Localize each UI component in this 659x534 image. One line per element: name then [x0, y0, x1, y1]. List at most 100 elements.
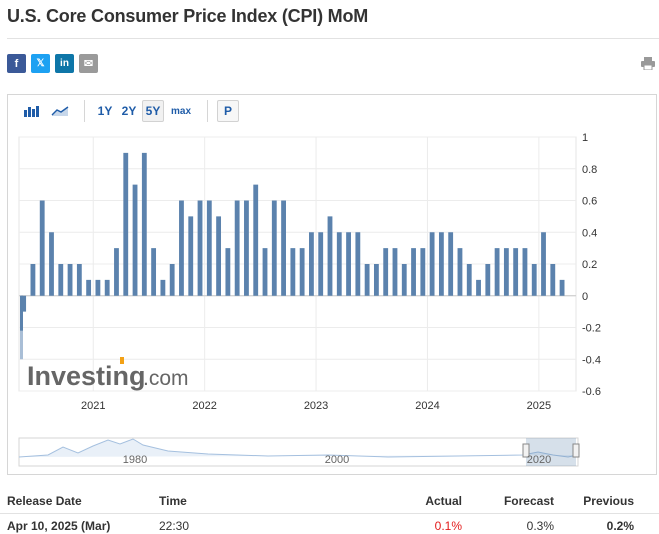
- chart-bar[interactable]: [225, 248, 231, 296]
- chart-bar[interactable]: [67, 264, 73, 296]
- chart-bar[interactable]: [327, 216, 333, 296]
- chart-bar[interactable]: [411, 248, 416, 296]
- navigator-handle-right[interactable]: [572, 443, 580, 458]
- linkedin-icon[interactable]: in: [55, 54, 74, 73]
- chart-bar[interactable]: [336, 232, 342, 296]
- chart-bar[interactable]: [494, 248, 500, 296]
- range-navigator[interactable]: 1980 2000 2020: [18, 437, 580, 467]
- chart-bar[interactable]: [179, 200, 184, 296]
- facebook-icon[interactable]: f: [7, 54, 26, 73]
- chart-bar[interactable]: [253, 184, 259, 296]
- chart-bar[interactable]: [318, 232, 324, 296]
- area-chart-icon[interactable]: [47, 100, 73, 122]
- table-divider: [0, 513, 659, 514]
- bar-chart-icon[interactable]: [19, 100, 45, 122]
- y-tick-label: 1: [582, 132, 588, 144]
- watermark-text: Investing: [27, 361, 146, 391]
- chart-bar[interactable]: [197, 200, 203, 296]
- chart-bar[interactable]: [438, 232, 444, 296]
- chart-bar[interactable]: [290, 248, 296, 296]
- chart-bar[interactable]: [216, 216, 222, 296]
- x-tick-label: 2023: [304, 400, 328, 412]
- chart-bar[interactable]: [86, 279, 92, 296]
- chart-bar[interactable]: [559, 279, 565, 296]
- chart-bar[interactable]: [541, 232, 546, 296]
- chart-bar[interactable]: [132, 184, 138, 296]
- chart-bar[interactable]: [244, 200, 249, 296]
- cpi-bar-chart: 1 0.8 0.6 0.4 0.2 0 -0.2 -0.4 -0.6 2021 2022 2023 2…: [18, 132, 601, 467]
- chart-bar[interactable]: [383, 248, 389, 296]
- mail-icon[interactable]: ✉: [79, 54, 98, 73]
- row-release-date: Apr 10, 2025 (Mar): [7, 519, 111, 533]
- chart-bar[interactable]: [466, 264, 472, 296]
- chart-bar[interactable]: [21, 295, 27, 312]
- row-time: 22:30: [159, 519, 190, 533]
- chart-bar[interactable]: [392, 248, 398, 296]
- chart-bar[interactable]: [550, 264, 556, 296]
- p-button[interactable]: P: [217, 100, 240, 122]
- y-tick-label: 0.6: [582, 196, 597, 208]
- row-actual: 0.1%: [434, 519, 462, 533]
- chart-bar[interactable]: [30, 264, 36, 296]
- release-table-header: Release Date Time Actual Forecast Previo…: [7, 494, 654, 510]
- navigator-label-1980: 1980: [123, 454, 147, 466]
- chart-bar[interactable]: [420, 248, 426, 296]
- chart-bar[interactable]: [429, 232, 435, 296]
- chart-bar[interactable]: [206, 200, 212, 296]
- y-tick-label: 0.8: [582, 164, 597, 176]
- chart-bar[interactable]: [513, 248, 519, 296]
- chart-bar[interactable]: [373, 264, 379, 296]
- chart-bar[interactable]: [522, 248, 528, 296]
- navigator-series: [18, 438, 579, 458]
- twitter-icon[interactable]: 𝕏: [31, 54, 50, 73]
- row-previous: 0.2%: [606, 519, 634, 533]
- chart-bar[interactable]: [485, 264, 491, 296]
- chart-bar[interactable]: [346, 232, 351, 296]
- header-previous: Previous: [583, 494, 634, 508]
- navigator-handle-left[interactable]: [522, 443, 530, 458]
- chart-bar[interactable]: [355, 232, 361, 296]
- print-icon[interactable]: [641, 56, 655, 70]
- chart-bar[interactable]: [169, 264, 175, 296]
- chart-bar[interactable]: [309, 232, 314, 296]
- chart-bar[interactable]: [448, 232, 454, 296]
- chart-bar[interactable]: [503, 248, 509, 296]
- range-max-button[interactable]: max: [171, 105, 192, 117]
- chart-bar[interactable]: [123, 152, 129, 296]
- range-1y-button[interactable]: 1Y: [97, 104, 113, 118]
- chart-bar[interactable]: [141, 152, 147, 296]
- chart-bar[interactable]: [401, 264, 407, 296]
- chart-bar[interactable]: [188, 216, 194, 296]
- chart-bar[interactable]: [58, 264, 64, 296]
- chart-bar[interactable]: [299, 248, 305, 296]
- x-tick-label: 2024: [415, 400, 439, 412]
- range-5y-button[interactable]: 5Y: [142, 100, 164, 122]
- chart-bar[interactable]: [457, 248, 463, 296]
- x-tick-label: 2022: [192, 400, 216, 412]
- chart-toolbar: 1Y 2Y 5Y max P: [19, 100, 241, 122]
- chart-bar[interactable]: [476, 279, 481, 296]
- y-tick-label: -0.2: [582, 323, 601, 335]
- chart-bar[interactable]: [49, 232, 54, 296]
- investing-watermark: Investing .com: [27, 357, 189, 391]
- chart-bar[interactable]: [262, 248, 268, 296]
- x-tick-label: 2025: [527, 400, 551, 412]
- chart-bar[interactable]: [234, 200, 240, 296]
- header-release-date: Release Date: [7, 494, 82, 508]
- chart-bar[interactable]: [95, 279, 101, 296]
- chart-bar[interactable]: [114, 248, 119, 296]
- chart-bar[interactable]: [104, 279, 110, 296]
- header-time: Time: [159, 494, 187, 508]
- chart-bar[interactable]: [76, 264, 82, 296]
- chart-bar[interactable]: [271, 200, 277, 296]
- chart-bar-edge-top: [20, 295, 23, 331]
- chart-bar[interactable]: [281, 200, 286, 296]
- navigator-selection[interactable]: [526, 438, 576, 466]
- chart-bar[interactable]: [531, 264, 537, 296]
- range-2y-button[interactable]: 2Y: [121, 104, 137, 118]
- chart-bar[interactable]: [160, 279, 166, 296]
- chart-bar[interactable]: [39, 200, 45, 296]
- chart-bar[interactable]: [364, 264, 370, 296]
- chart-bar[interactable]: [151, 248, 157, 296]
- y-tick-label: -0.4: [582, 354, 601, 366]
